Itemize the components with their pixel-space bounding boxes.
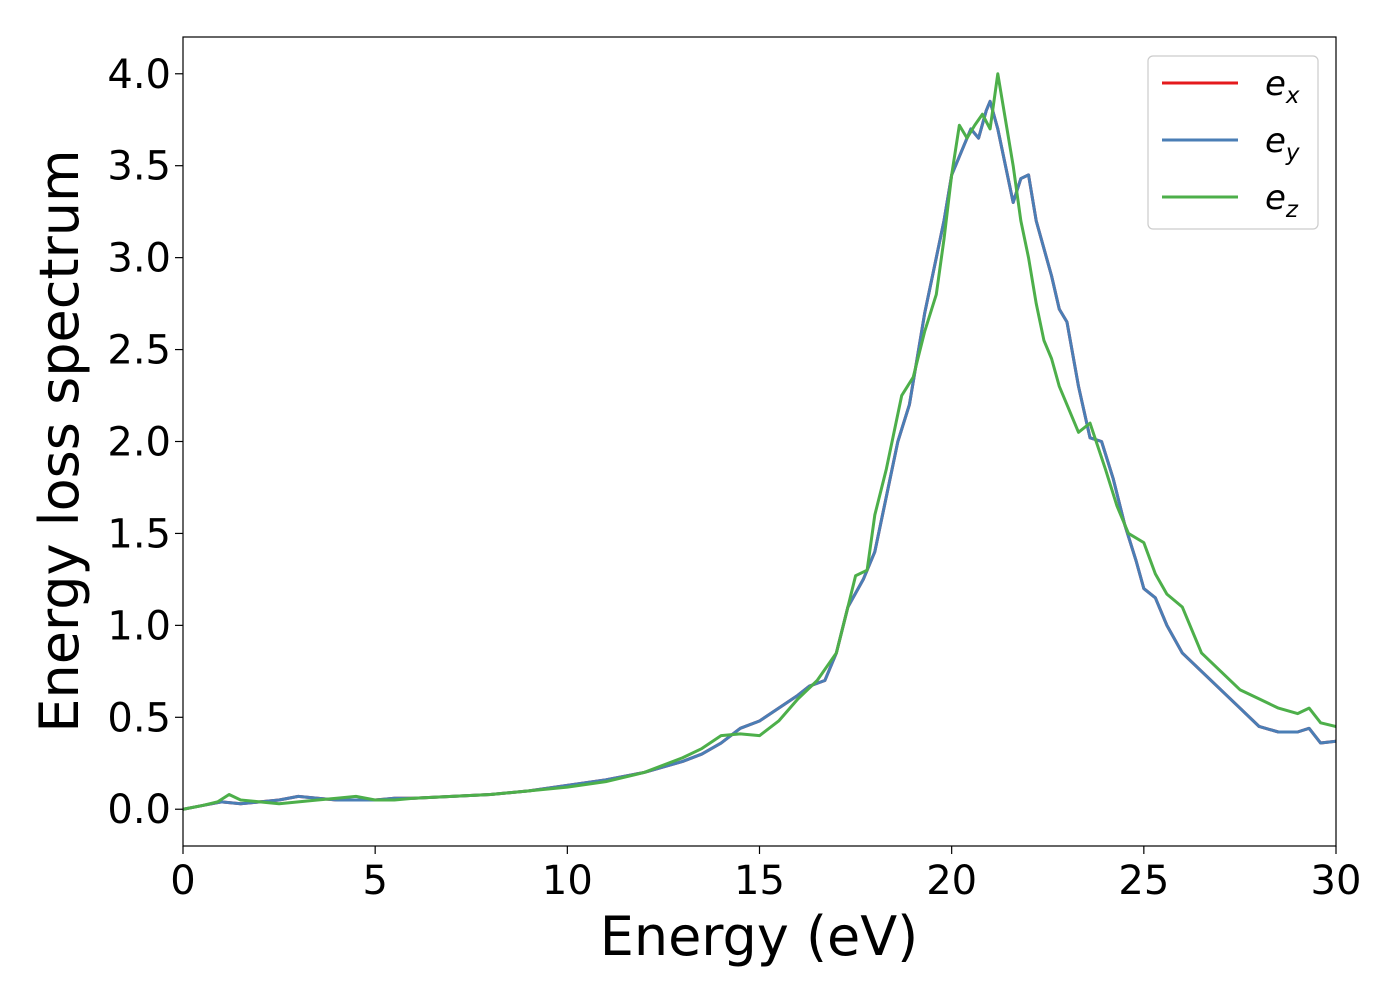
legend-label-e-x: ex (1265, 64, 1300, 109)
legend-label-e-y: ey (1265, 121, 1300, 166)
y-tick-label: 3.0 (107, 236, 171, 282)
y-tick-label: 1.0 (107, 603, 171, 649)
x-tick-label: 25 (1118, 858, 1169, 904)
legend: ex ey ez (1147, 55, 1319, 230)
x-tick-label: 20 (926, 858, 977, 904)
y-tick-label: 1.5 (107, 511, 171, 557)
x-tick-label: 15 (734, 858, 785, 904)
legend-label-e-z: ez (1265, 178, 1299, 223)
y-tick-label: 2.0 (107, 420, 171, 466)
axes-ticks: 0 5 10 15 20 25 30 0.0 0.5 1.0 1.5 2.0 2.5 3.0 3.5 4.0 (107, 52, 1361, 904)
x-tick-label: 10 (542, 858, 593, 904)
series-line-e-z (183, 72, 1336, 811)
series-lines (183, 72, 1336, 811)
x-tick-label: 30 (1311, 858, 1362, 904)
y-axis-label: Energy loss spectrum (28, 149, 91, 732)
y-tick-label: 0.0 (107, 787, 171, 833)
y-tick-label: 4.0 (107, 52, 171, 98)
y-tick-label: 3.5 (107, 144, 171, 190)
y-tick-label: 2.5 (107, 328, 171, 374)
legend-box (1147, 55, 1319, 230)
y-tick-label: 0.5 (107, 695, 171, 741)
x-tick-label: 5 (362, 858, 387, 904)
x-tick-label: 0 (170, 858, 195, 904)
x-axis-label: Energy (eV) (600, 905, 919, 968)
